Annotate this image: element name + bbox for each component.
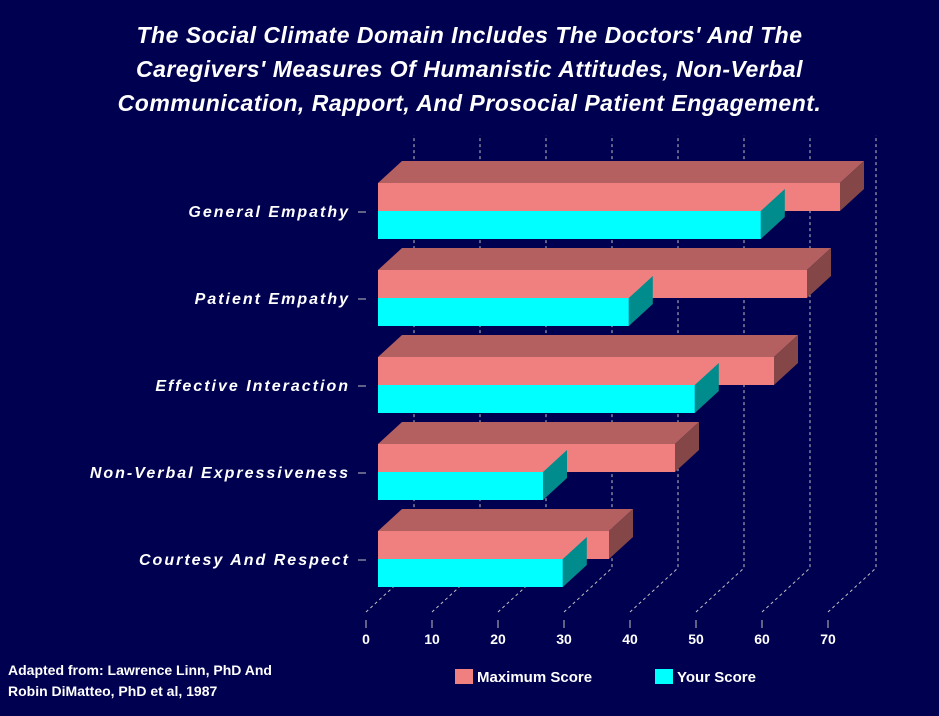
x-tick-label: 70 <box>820 631 836 647</box>
bar-your-score <box>378 472 543 500</box>
source-line: Robin DiMatteo, PhD et al, 1987 <box>8 683 218 699</box>
source-note: Adapted from: Lawrence Linn, PhD And Rob… <box>8 660 272 702</box>
bar-side <box>543 450 567 500</box>
bar-side <box>694 363 719 413</box>
x-tick-label: 10 <box>424 631 440 647</box>
title-line: Caregivers' Measures Of Humanistic Attit… <box>136 56 803 82</box>
category-label: General Empathy <box>188 204 350 221</box>
bar-side <box>675 422 699 472</box>
category-label: Non-Verbal Expressiveness <box>90 465 350 482</box>
category-label: Effective Interaction <box>155 378 350 395</box>
bar-side <box>774 335 798 385</box>
bar-side <box>807 248 831 298</box>
bar-top <box>378 161 864 183</box>
legend-swatch <box>655 669 673 684</box>
x-tick-label: 60 <box>754 631 770 647</box>
bar-side <box>840 161 864 211</box>
bar-maximum-score <box>378 183 840 211</box>
title-line: Communication, Rapport, And Prosocial Pa… <box>117 90 822 116</box>
bar-your-score <box>378 298 629 326</box>
x-tick-label: 40 <box>622 631 638 647</box>
bar-your-score <box>378 559 563 587</box>
bar-maximum-score <box>378 270 807 298</box>
legend-swatch <box>455 669 473 684</box>
x-tick-label: 30 <box>556 631 572 647</box>
chart-title: The Social Climate Domain Includes The D… <box>0 18 939 120</box>
x-tick-label: 50 <box>688 631 704 647</box>
bar-side <box>562 537 587 587</box>
bar-side <box>760 189 785 239</box>
category-label: Patient Empathy <box>195 291 350 308</box>
legend-label: Your Score <box>677 669 756 686</box>
legend-label: Maximum Score <box>477 669 592 686</box>
bar-top <box>378 422 699 444</box>
title-line: The Social Climate Domain Includes The D… <box>136 22 803 48</box>
x-tick-label: 0 <box>362 631 370 647</box>
x-tick-label: 20 <box>490 631 506 647</box>
bar-your-score <box>378 385 695 413</box>
source-line: Adapted from: Lawrence Linn, PhD And <box>8 662 272 678</box>
bar-top <box>378 335 798 357</box>
bar-side <box>609 509 633 559</box>
bar-your-score <box>378 211 761 239</box>
bar-side <box>628 276 653 326</box>
bar-maximum-score <box>378 444 675 472</box>
bar-top <box>378 248 831 270</box>
category-label: Courtesy And Respect <box>139 552 350 569</box>
bar-top <box>378 509 633 531</box>
